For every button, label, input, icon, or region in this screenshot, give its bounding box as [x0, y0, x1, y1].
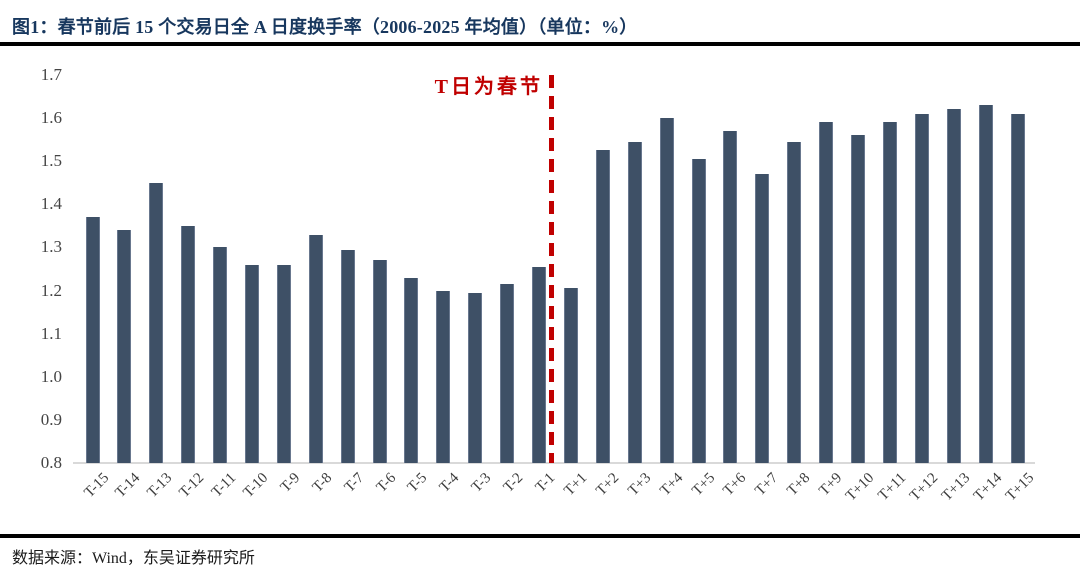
y-tick-label: 1.7 [40, 65, 62, 84]
y-tick-label: 0.9 [40, 409, 62, 429]
bar-T-5 [404, 277, 419, 463]
footer-divider-rule [0, 534, 1080, 538]
bar-T+15 [1010, 113, 1025, 463]
bar-T+14 [978, 105, 993, 463]
bar-T-11 [213, 247, 228, 463]
y-tick-label: 1.0 [40, 366, 62, 386]
bar-T-7 [340, 249, 355, 463]
bar-T-1 [532, 266, 547, 463]
spring-festival-divider-line [549, 75, 554, 463]
bar-T-15 [85, 217, 100, 463]
bar-T+6 [723, 131, 738, 463]
y-tick-label: 1.5 [40, 151, 62, 171]
y-tick-label: 1.2 [40, 280, 62, 300]
bar-T+2 [595, 150, 610, 463]
bar-T+3 [627, 141, 642, 463]
bar-T+10 [851, 135, 866, 463]
bar-T+4 [659, 118, 674, 463]
bar-T+7 [755, 174, 770, 463]
figure-title: 图1：春节前后 15 个交易日全 A 日度换手率（2006-2025 年均值）（… [12, 17, 638, 37]
y-tick-label: 1.6 [40, 108, 62, 128]
bar-T+1 [563, 288, 578, 463]
bar-T-10 [244, 264, 259, 463]
bar-T+12 [914, 113, 929, 463]
title-divider-rule [0, 42, 1080, 46]
bar-T+5 [691, 159, 706, 463]
bar-T+9 [819, 122, 834, 463]
bar-T-9 [276, 264, 291, 463]
data-source-note: 数据来源：Wind，东吴证券研究所 [12, 550, 255, 567]
y-tick-label: 1.1 [40, 323, 62, 343]
bar-T-8 [308, 234, 323, 463]
bar-T+8 [787, 141, 802, 463]
bar-T-2 [500, 284, 515, 463]
bar-T-14 [117, 230, 132, 463]
y-tick-label: 1.4 [40, 194, 62, 214]
y-tick-label: 1.3 [40, 237, 62, 257]
y-tick-label: 0.8 [40, 453, 62, 472]
bar-T-4 [436, 290, 451, 463]
bar-T-3 [468, 292, 483, 463]
bar-T+11 [882, 122, 897, 463]
x-axis-line [73, 462, 1035, 464]
bar-T-12 [181, 225, 196, 463]
bar-T-13 [149, 182, 164, 463]
bar-T+13 [946, 109, 961, 463]
annotation-spring-festival: T日为春节 [434, 76, 543, 98]
bar-T-6 [372, 260, 387, 463]
